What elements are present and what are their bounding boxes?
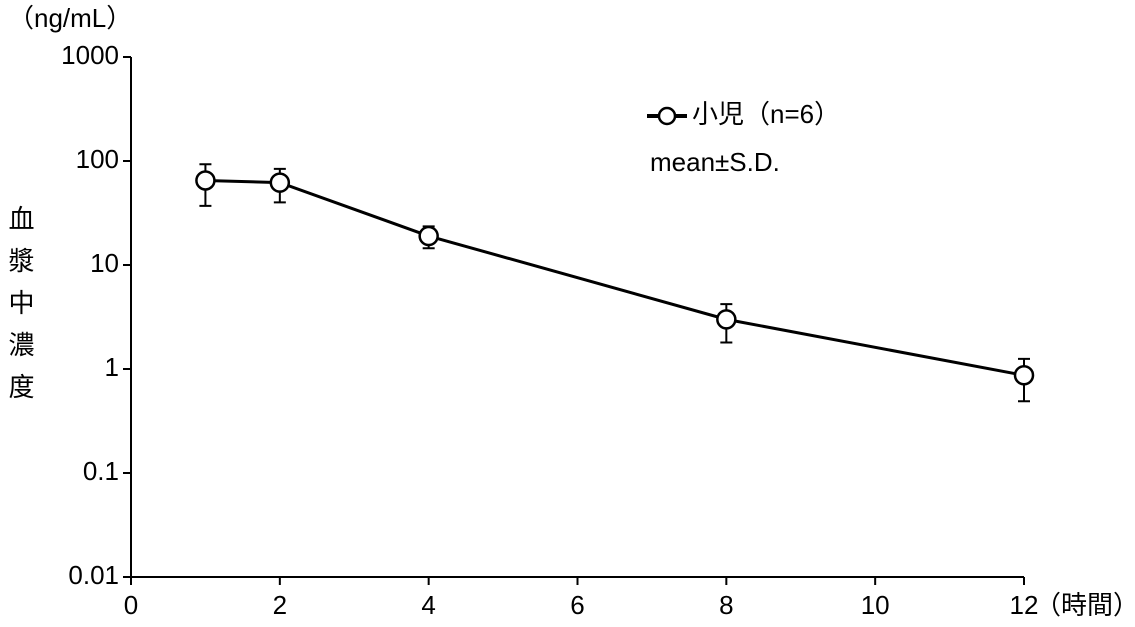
- marker: [418, 225, 439, 247]
- y-tick-label: 10: [90, 248, 119, 278]
- y-tick-label: 0.1: [83, 456, 119, 486]
- y-tick-label: 1000: [61, 40, 119, 70]
- x-tick-label: 0: [124, 590, 138, 620]
- marker: [1013, 365, 1035, 386]
- x-tick-label: 12: [1010, 590, 1039, 620]
- x-tick-label: 6: [570, 590, 584, 620]
- x-unit: （時間）: [1035, 590, 1135, 620]
- annotation: mean±S.D.: [650, 147, 780, 177]
- line: [205, 178, 1025, 377]
- y-tick-label: 1: [105, 352, 119, 382]
- y-tick-label: 0.01: [68, 560, 119, 590]
- x-tick-label: 8: [719, 590, 733, 620]
- marker: [716, 309, 737, 330]
- x-tick-label: 2: [273, 590, 287, 620]
- legend-label: 小児（n=6）: [692, 99, 840, 129]
- y-axis-label: 血漿中濃度: [5, 205, 35, 415]
- marker: [195, 170, 216, 191]
- legend-marker: [657, 106, 677, 126]
- x-tick-label: 10: [861, 590, 890, 620]
- y-tick-label: 100: [76, 144, 119, 174]
- y-unit: （ng/mL）: [8, 3, 132, 33]
- marker: [269, 172, 291, 193]
- x-tick-label: 4: [421, 590, 435, 620]
